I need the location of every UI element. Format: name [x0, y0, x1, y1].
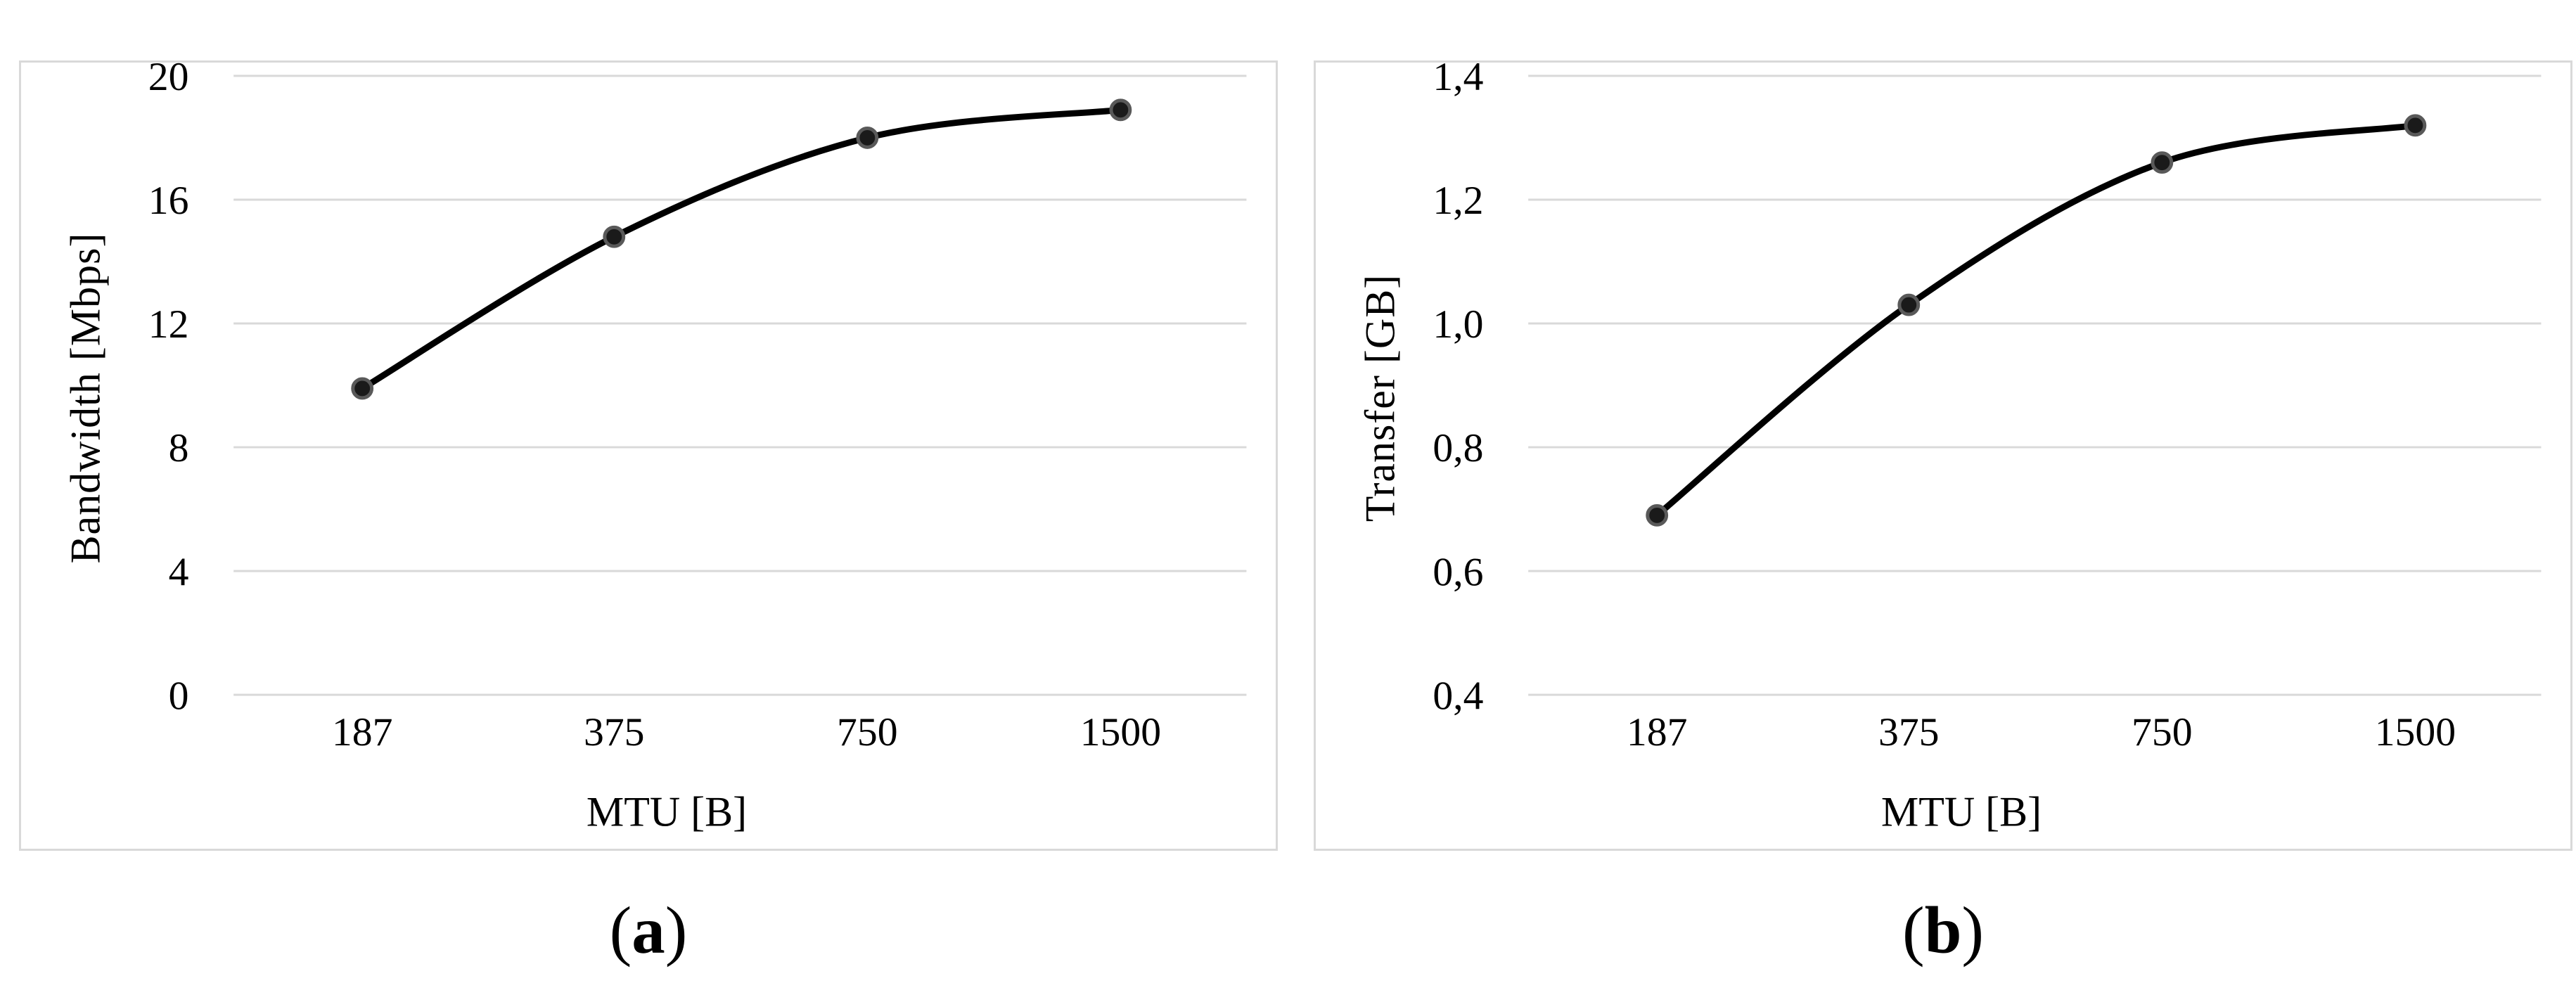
caption-letter: b — [1924, 893, 1962, 968]
x-tick-label: 1500 — [2375, 710, 2456, 754]
data-point-marker — [2404, 114, 2427, 137]
y-tick-label: 1,2 — [1433, 179, 1483, 223]
x-tick-label: 187 — [332, 710, 393, 754]
caption-letter: a — [632, 893, 665, 968]
x-axis-title-mtu: MTU [B] — [1880, 788, 2042, 835]
y-axis-title-bandwidth: Bandwidth [Mbps] — [62, 232, 109, 564]
y-tick-label: 0,6 — [1433, 550, 1483, 594]
caption-paren-close: ) — [665, 893, 688, 968]
data-point-marker — [603, 225, 626, 248]
data-point-marker — [856, 127, 879, 149]
y-tick-label: 20 — [148, 63, 189, 99]
data-point-marker — [2151, 151, 2174, 174]
y-tick-label: 0,8 — [1433, 426, 1483, 470]
transfer-vs-mtu-chart: 1,4 1,2 1,0 0,8 0,6 0,4 187 375 750 1500 — [1433, 63, 2542, 754]
data-point-marker — [1109, 98, 1132, 122]
data-point-marker — [1897, 293, 1921, 316]
chart-panel-b: 1,4 1,2 1,0 0,8 0,6 0,4 187 375 750 1500 Transfer… — [1314, 60, 2572, 851]
x-tick-label: 375 — [1878, 710, 1940, 754]
y-tick-label: 16 — [148, 179, 189, 223]
y-tick-label: 8 — [169, 426, 189, 470]
caption-paren-open: ( — [1902, 893, 1925, 968]
caption-a: (a) — [19, 885, 1278, 976]
x-tick-label: 1500 — [1080, 710, 1161, 754]
y-tick-label: 4 — [169, 550, 189, 594]
x-tick-label: 187 — [1627, 710, 1688, 754]
x-axis-title-mtu: MTU [B] — [586, 788, 748, 835]
y-tick-label: 12 — [148, 302, 189, 347]
series-line — [359, 106, 1124, 392]
x-tick-label: 750 — [837, 710, 898, 754]
y-tick-label: 0 — [169, 674, 189, 718]
series-line — [1653, 122, 2418, 519]
data-point-marker — [1646, 503, 1669, 527]
chart-panel-a: 20 16 12 8 4 0 187 375 750 1500 Bandwidth [Mbps] … — [19, 60, 1278, 851]
caption-paren-close: ) — [1961, 893, 1985, 968]
y-tick-label: 1,4 — [1433, 63, 1483, 99]
y-tick-label: 1,0 — [1433, 302, 1483, 347]
y-axis-title-transfer: Transfer [GB] — [1357, 274, 1404, 522]
caption-b: (b) — [1314, 885, 2572, 976]
data-point-marker — [351, 377, 374, 400]
caption-paren-open: ( — [609, 893, 632, 968]
x-tick-label: 750 — [2132, 710, 2193, 754]
y-tick-label: 0,4 — [1433, 674, 1483, 718]
bandwidth-vs-mtu-chart: 20 16 12 8 4 0 187 375 750 1500 — [148, 63, 1247, 754]
x-tick-label: 375 — [584, 710, 645, 754]
